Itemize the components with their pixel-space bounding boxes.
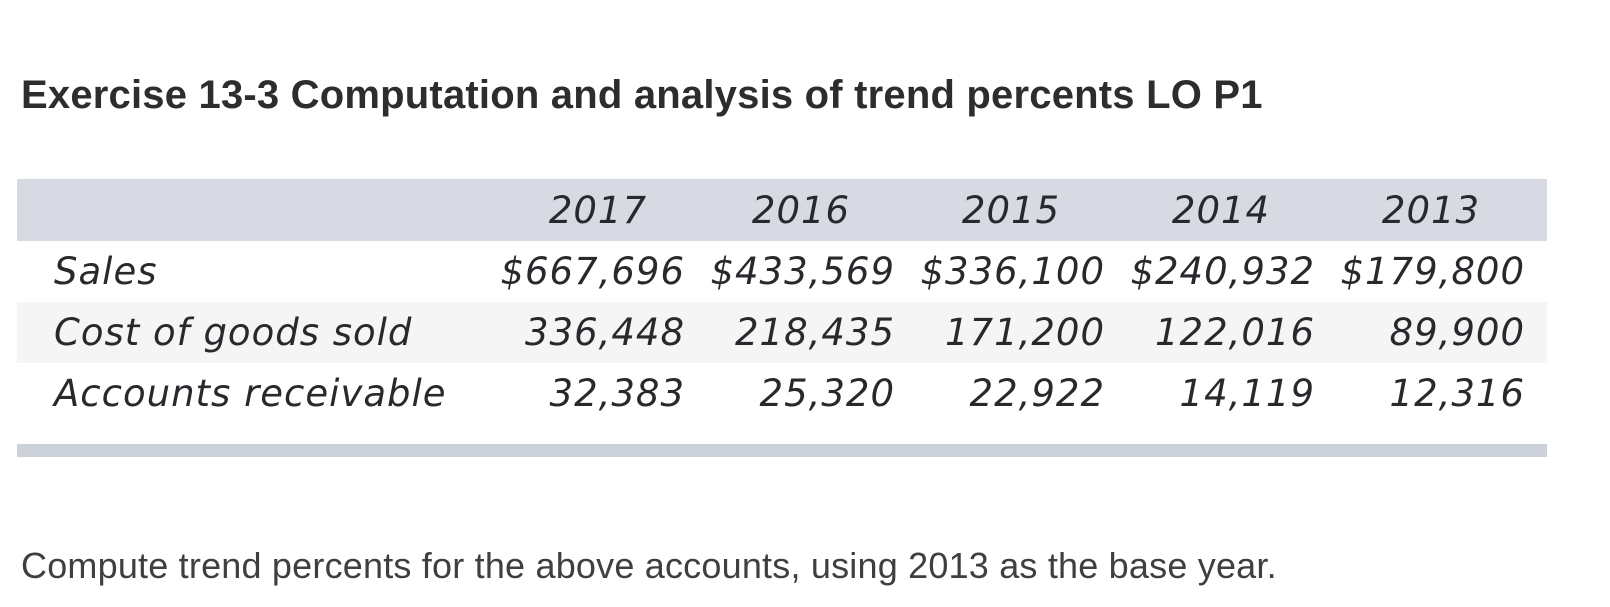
amount-cell: 22,922 [969,372,1105,415]
amount-cell: 122,016 [1154,311,1315,354]
table-footer-bar [17,444,1547,457]
amount-cell: 14,119 [1179,372,1315,415]
table-bottom-spacer [17,424,1547,444]
table-header-row: 2017 2016 2015 2014 2013 [17,179,1547,241]
amount-cell: 171,200 [944,311,1105,354]
table-row-sales: Sales $667,696 $433,569 $336,100 $240,93… [17,241,1547,302]
row-label: Cost of goods sold [54,311,413,354]
amount-cell: 32,383 [549,372,685,415]
amount-cell: 89,900 [1389,311,1525,354]
amount-cell: 218,435 [734,311,895,354]
amount-cell: 336,448 [524,311,685,354]
table-row-cogs: Cost of goods sold 336,448 218,435 171,2… [17,302,1547,363]
year-header-2017: 2017 [548,188,647,232]
row-label: Accounts receivable [54,372,447,415]
year-header-2015: 2015 [961,188,1061,232]
exercise-title: Exercise 13-3 Computation and analysis o… [21,72,1263,117]
year-header-2016: 2016 [751,188,851,232]
amount-cell: 12,316 [1389,372,1525,415]
amount-cell: 25,320 [759,372,895,415]
amount-cell: $240,932 [1130,250,1315,293]
financial-data-table: 2017 2016 2015 2014 2013 Sales $667,696 … [17,179,1547,457]
year-header-2014: 2014 [1171,188,1271,232]
amount-cell: $336,100 [920,250,1105,293]
instruction-text: Compute trend percents for the above acc… [21,545,1277,586]
amount-cell: $179,800 [1340,250,1525,293]
table-row-accounts-receivable: Accounts receivable 32,383 25,320 22,922… [17,363,1547,424]
year-header-2013: 2013 [1381,188,1481,232]
amount-cell: $667,696 [500,250,685,293]
row-label: Sales [54,250,158,293]
amount-cell: $433,569 [710,250,895,293]
